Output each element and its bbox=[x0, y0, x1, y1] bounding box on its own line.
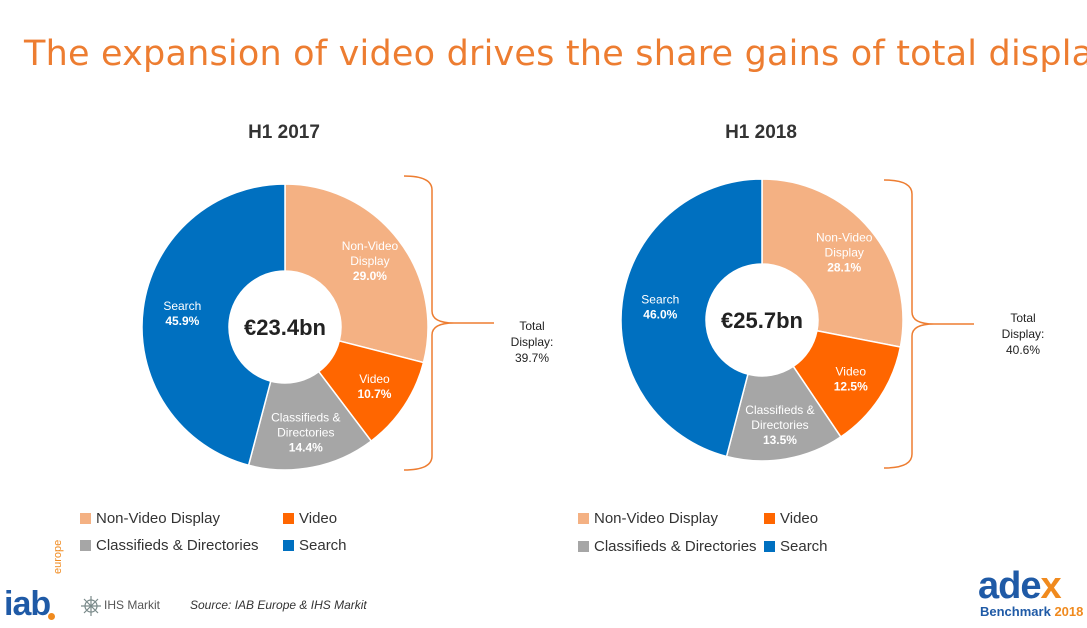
slice-name-label: Display bbox=[350, 254, 389, 268]
slice-name-label: Non-Video bbox=[816, 230, 873, 244]
slice-name-label: Non-Video bbox=[342, 239, 399, 253]
ihs-markit-logo-text: IHS Markit bbox=[104, 598, 161, 612]
ihs-markit-icon bbox=[81, 596, 101, 616]
slice-name-label: Directories bbox=[751, 418, 808, 432]
slice-value-label: 45.9% bbox=[165, 314, 199, 328]
slice-value-label: 13.5% bbox=[763, 433, 797, 447]
donut-hole bbox=[706, 264, 818, 376]
benchmark-text: Benchmark bbox=[980, 604, 1051, 619]
slice-name-label: Search bbox=[641, 293, 679, 307]
legend-item-video: Video bbox=[764, 510, 818, 527]
legend-item-classifieds: Classifieds & Directories bbox=[578, 538, 757, 555]
swatch-video bbox=[764, 513, 775, 524]
legend-label: Classifieds & Directories bbox=[594, 538, 757, 555]
total-display-line: Total bbox=[1010, 311, 1036, 325]
legend-item-search: Search bbox=[283, 537, 347, 554]
slice-value-label: 28.1% bbox=[827, 260, 861, 274]
legend-item-non-video-display: Non-Video Display bbox=[578, 510, 718, 527]
benchmark-year: 2018 bbox=[1054, 604, 1084, 619]
slice-value-label: 29.0% bbox=[353, 269, 387, 283]
page-title: The expansion of video drives the share … bbox=[24, 34, 1087, 74]
slice-value-label: 46.0% bbox=[643, 308, 677, 322]
slice-name-label: Display bbox=[825, 245, 864, 259]
slice-value-label: 10.7% bbox=[357, 387, 391, 401]
adex-benchmark-label: Benchmark 2018 bbox=[980, 604, 1083, 619]
total-display-line: Total bbox=[519, 319, 545, 333]
total-display-label-2017: Total Display: 39.7% bbox=[492, 318, 572, 366]
legend-label: Search bbox=[299, 537, 347, 554]
center-total-label: €25.7bn bbox=[721, 308, 803, 333]
swatch-search bbox=[764, 541, 775, 552]
total-display-value: 39.7% bbox=[514, 351, 550, 365]
slice-value-label: 14.4% bbox=[289, 440, 323, 454]
legend-label: Video bbox=[299, 510, 338, 527]
swatch-non-video-display bbox=[80, 513, 91, 524]
legend-label: Classifieds & Directories bbox=[96, 537, 259, 554]
legend-label: Search bbox=[780, 538, 828, 555]
swatch-non-video-display bbox=[578, 513, 589, 524]
iab-logo-text: iab bbox=[4, 585, 51, 623]
center-total-label: €23.4bn bbox=[244, 315, 326, 340]
iab-europe-text: europe bbox=[52, 539, 64, 574]
iab-logo-dot bbox=[48, 613, 55, 620]
legend-label: Non-Video Display bbox=[594, 510, 718, 527]
chart-title-2017: H1 2017 bbox=[248, 122, 320, 143]
slice-name-label: Classifieds & bbox=[745, 403, 814, 417]
source-note: Source: IAB Europe & IHS Markit bbox=[190, 598, 367, 612]
legend-label: Non-Video Display bbox=[96, 510, 220, 527]
swatch-video bbox=[283, 513, 294, 524]
swatch-classifieds bbox=[80, 540, 91, 551]
legend-label: Video bbox=[780, 510, 819, 527]
slice-name-label: Classifieds & bbox=[271, 410, 340, 424]
total-display-line: Display: bbox=[1001, 327, 1045, 341]
legend-item-classifieds: Classifieds & Directories bbox=[80, 537, 259, 554]
slice-name-label: Video bbox=[359, 372, 390, 386]
slice-value-label: 12.5% bbox=[834, 379, 868, 393]
chart-title-2018: H1 2018 bbox=[725, 122, 797, 143]
slice-name-label: Search bbox=[163, 299, 201, 313]
legend-item-video: Video bbox=[283, 510, 337, 527]
total-display-value: 40.6% bbox=[1005, 343, 1041, 357]
adex-logo: adex bbox=[978, 565, 1062, 608]
legend-item-non-video-display: Non-Video Display bbox=[80, 510, 220, 527]
legend-item-search: Search bbox=[764, 538, 828, 555]
total-display-label-2018: Total Display: 40.6% bbox=[983, 310, 1063, 358]
slice-name-label: Video bbox=[836, 364, 867, 378]
swatch-classifieds bbox=[578, 541, 589, 552]
total-display-line: Display: bbox=[510, 335, 554, 349]
adex-logo-text: ade bbox=[978, 565, 1041, 607]
donut-hole bbox=[229, 271, 341, 383]
slice-name-label: Directories bbox=[277, 425, 334, 439]
adex-logo-x: x bbox=[1040, 565, 1061, 607]
swatch-search bbox=[283, 540, 294, 551]
